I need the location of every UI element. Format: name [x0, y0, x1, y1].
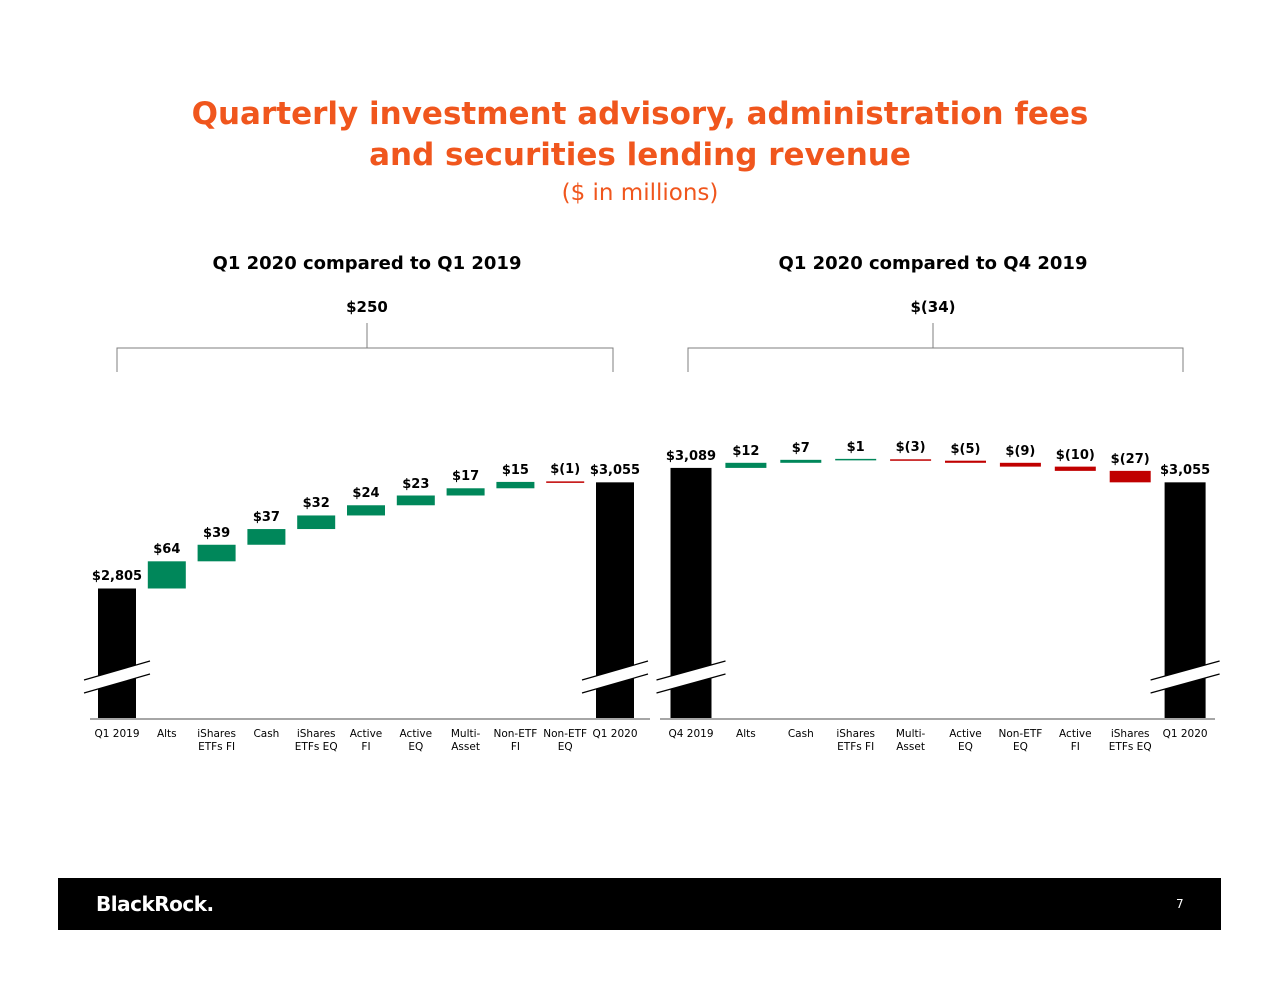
x-tick-label: Q1 2020: [592, 728, 638, 740]
x-tick-label: Q4 2019: [668, 728, 714, 740]
change-label: $(34): [910, 298, 956, 316]
x-tick-label: Active EQ: [949, 728, 982, 753]
bar: [446, 488, 485, 496]
bar: [247, 529, 286, 545]
bar: [98, 588, 136, 718]
value-label: $1: [846, 439, 865, 455]
bar: [999, 462, 1041, 467]
x-tick-label: Cash: [787, 728, 814, 740]
value-label: $17: [452, 469, 480, 485]
value-label: $23: [402, 476, 430, 492]
axis-break-line: [656, 660, 726, 681]
axis-break-line: [83, 660, 151, 681]
axis-break-line: [656, 673, 726, 694]
bar: [780, 459, 822, 463]
value-label: $(1): [550, 462, 581, 478]
x-tick-label: Non-ETF FI: [493, 728, 538, 753]
slide-title: Quarterly investment advisory, administr…: [191, 96, 1089, 132]
value-label: $64: [153, 542, 181, 558]
chart-title: Q1 2020 compared to Q1 2019: [212, 253, 522, 274]
axis-break-line: [581, 660, 649, 681]
x-tick-label: Multi- Asset: [895, 728, 926, 753]
x-tick-label: Active FI: [1059, 728, 1092, 753]
x-tick-label: Active FI: [349, 728, 383, 753]
bar: [147, 561, 186, 589]
axis-break-line: [83, 673, 151, 694]
bar: [396, 495, 435, 506]
value-label: $3,055: [1160, 463, 1211, 479]
x-tick-label: iShares ETFs FI: [197, 728, 236, 753]
x-tick-label: Q1 2020: [1162, 728, 1208, 740]
x-tick-label: Active EQ: [399, 728, 433, 753]
bracket: [687, 323, 1184, 372]
slide-subtitle: ($ in millions): [561, 180, 719, 206]
value-label: $32: [302, 496, 330, 512]
x-tick-label: iShares ETFs EQ: [294, 728, 338, 753]
bar: [297, 515, 336, 530]
value-label: $3,089: [665, 448, 717, 464]
axis-break-line: [1150, 660, 1220, 681]
axis-break-line: [1150, 673, 1220, 694]
value-label: $2,805: [91, 569, 143, 585]
page-number: 7: [1176, 897, 1184, 911]
bar: [1109, 470, 1151, 483]
axis-break: [582, 661, 648, 693]
bar: [197, 544, 236, 562]
bracket: [116, 323, 614, 372]
value-label: $7: [791, 440, 810, 456]
slide-title: and securities lending revenue: [369, 137, 911, 173]
x-tick-label: Alts: [156, 728, 177, 740]
bar: [496, 481, 535, 489]
logo: BlackRock.: [96, 892, 214, 916]
footer: BlackRock. 7: [58, 878, 1221, 930]
bar: [546, 481, 585, 483]
x-tick-label: Alts: [736, 728, 756, 740]
axis-break: [84, 661, 150, 693]
axis-break-line: [581, 673, 649, 694]
x-tick-label: iShares ETFs EQ: [1108, 728, 1152, 753]
value-label: $(27): [1110, 451, 1150, 467]
bar: [347, 505, 385, 516]
bar: [835, 458, 877, 461]
chart-title: Q1 2020 compared to Q4 2019: [778, 253, 1088, 274]
value-label: $15: [501, 462, 529, 478]
bar: [1054, 466, 1096, 471]
value-label: $(10): [1055, 447, 1095, 463]
value-label: $(3): [895, 440, 926, 456]
value-label: $37: [252, 510, 280, 526]
axis-break: [1150, 661, 1220, 693]
x-tick-label: Non-ETF EQ: [998, 728, 1043, 753]
value-label: $12: [732, 443, 760, 459]
change-label: $250: [346, 298, 388, 316]
axis-break: [656, 661, 726, 693]
bar: [890, 459, 932, 461]
bar: [945, 460, 986, 463]
bar: [725, 462, 767, 468]
x-tick-label: Cash: [253, 728, 280, 740]
value-label: $(5): [950, 441, 981, 457]
value-label: $24: [352, 486, 380, 502]
value-label: $39: [203, 525, 231, 541]
value-label: $3,055: [589, 463, 641, 479]
x-tick-label: Non-ETF EQ: [543, 728, 588, 753]
x-tick-label: Multi- Asset: [450, 728, 481, 753]
x-tick-label: iShares ETFs FI: [836, 728, 876, 753]
x-tick-label: Q1 2019: [94, 728, 140, 740]
value-label: $(9): [1005, 443, 1036, 459]
